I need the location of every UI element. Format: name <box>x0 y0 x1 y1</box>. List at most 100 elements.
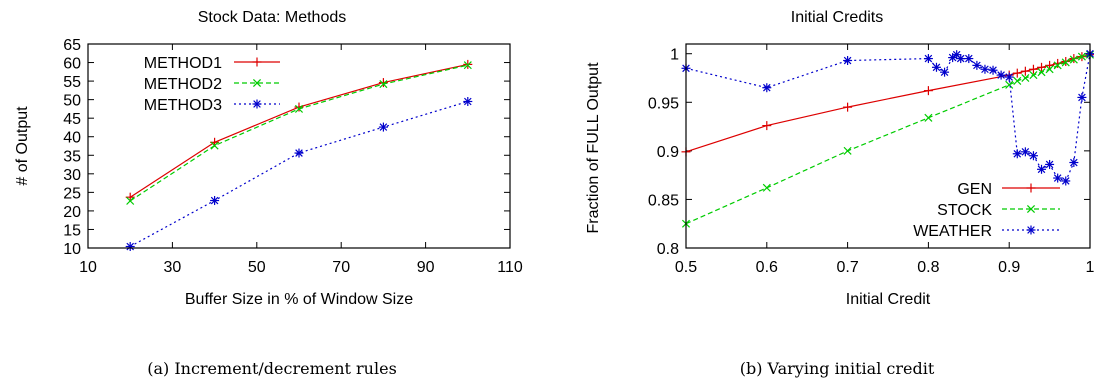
legend-label: STOCK <box>937 202 992 219</box>
data-point-weather <box>923 54 933 64</box>
x-tick-label: 50 <box>248 259 266 276</box>
data-point-stock <box>762 183 771 192</box>
chart-title: Stock Data: Methods <box>198 9 347 26</box>
data-point-weather <box>1077 92 1087 102</box>
data-point-stock <box>924 113 933 122</box>
caption: (b) Varying initial credit <box>740 359 935 378</box>
data-point-gen <box>1061 56 1071 66</box>
legend-label: METHOD3 <box>144 97 222 114</box>
data-point-weather <box>762 83 772 93</box>
y-tick-label: 0.95 <box>648 95 679 112</box>
data-point-gen <box>1020 66 1030 76</box>
caption: (a) Increment/decrement rules <box>147 359 397 378</box>
data-point-method2 <box>463 61 472 70</box>
data-point-stock <box>1029 71 1038 80</box>
data-point-weather <box>988 65 998 75</box>
data-point-stock <box>1077 52 1086 61</box>
y-tick-label: 50 <box>63 93 81 110</box>
y-tick-label: 45 <box>63 111 81 128</box>
plot-frame <box>685 43 1091 249</box>
legend-marker <box>1026 204 1036 214</box>
y-tick-label: 0.9 <box>657 144 679 161</box>
data-point-weather <box>980 64 990 74</box>
legend-marker <box>252 99 262 109</box>
data-point-weather <box>931 62 941 72</box>
data-point-weather <box>956 54 966 64</box>
series-line-method3 <box>129 100 468 248</box>
chart-initial-credits: Initial Credits 0.8 0.85 0.9 0.95 1 0.5 0.6 0.7… <box>585 9 1094 378</box>
data-point-gen <box>1028 64 1038 74</box>
y-tick-label: 1 <box>670 47 679 64</box>
data-point-gen <box>1037 62 1047 72</box>
data-point-method2 <box>126 196 135 205</box>
legend-label: WEATHER <box>913 223 992 240</box>
y-tick-label: 10 <box>63 241 81 258</box>
legend-marker <box>252 57 262 67</box>
y-tick-label: 25 <box>63 185 81 202</box>
plot-frame <box>87 43 511 249</box>
data-point-stock <box>843 146 852 155</box>
data-point-gen <box>1045 60 1055 70</box>
x-tick-label: 10 <box>79 259 97 276</box>
x-tick-label: 70 <box>332 259 350 276</box>
data-point-gen <box>762 121 772 131</box>
legend-marker <box>252 78 262 88</box>
y-tick-label: 40 <box>63 130 81 147</box>
data-point-weather <box>972 60 982 70</box>
y-tick-label: 0.8 <box>657 241 679 258</box>
data-point-stock <box>1021 73 1030 83</box>
data-point-method3 <box>463 96 473 106</box>
y-axis-label: Fraction of FULL Output <box>585 62 602 234</box>
data-point-weather <box>1020 147 1030 157</box>
legend-marker <box>1026 225 1036 235</box>
data-point-weather <box>1012 149 1022 159</box>
data-point-weather <box>964 54 974 64</box>
data-point-method3 <box>210 196 220 206</box>
legend-label: METHOD1 <box>144 55 222 72</box>
x-axis-label: Buffer Size in % of Window Size <box>185 291 413 308</box>
data-point-weather <box>1053 173 1063 183</box>
data-point-weather <box>1061 176 1071 186</box>
series-line-weather <box>685 53 1091 182</box>
data-point-weather <box>940 67 950 77</box>
x-tick-label: 90 <box>417 259 435 276</box>
x-tick-label: 0.8 <box>917 259 939 276</box>
x-tick-label: 1 <box>1086 259 1094 276</box>
y-tick-label: 20 <box>63 204 81 221</box>
legend-label: METHOD2 <box>144 76 222 93</box>
y-tick-label: 30 <box>63 167 81 184</box>
data-point-stock <box>1053 61 1062 70</box>
x-tick-label: 0.6 <box>756 259 778 276</box>
data-point-weather <box>1069 158 1079 168</box>
y-axis-label: # of Output <box>14 106 31 186</box>
data-point-gen <box>1012 68 1022 78</box>
data-point-stock <box>1013 76 1022 85</box>
data-point-method3 <box>125 242 135 252</box>
chart-methods: Stock Data: Methods 10152025303540455055… <box>14 9 523 378</box>
data-point-method3 <box>294 148 304 158</box>
y-tick-label: 65 <box>63 37 81 54</box>
data-point-stock <box>1061 58 1070 67</box>
chart-title: Initial Credits <box>791 9 883 26</box>
data-point-stock <box>1069 55 1078 64</box>
y-tick-label: 60 <box>63 56 81 73</box>
data-point-weather <box>1045 159 1055 169</box>
data-point-gen <box>1053 58 1063 68</box>
data-point-weather <box>1004 72 1014 82</box>
y-tick-label: 0.85 <box>648 192 679 209</box>
data-point-method2 <box>294 104 304 113</box>
data-point-method2 <box>379 80 388 89</box>
legend-marker <box>1026 183 1036 193</box>
y-tick-label: 55 <box>63 74 81 91</box>
data-point-method1 <box>378 78 388 88</box>
data-point-method1 <box>294 102 304 112</box>
data-point-weather <box>996 70 1006 80</box>
data-point-weather <box>843 56 853 66</box>
data-point-gen <box>923 86 933 96</box>
data-point-method2 <box>210 141 219 150</box>
data-point-weather <box>1037 164 1047 174</box>
data-point-stock <box>1005 80 1014 89</box>
data-point-weather <box>1028 151 1038 161</box>
data-point-gen <box>843 102 853 112</box>
